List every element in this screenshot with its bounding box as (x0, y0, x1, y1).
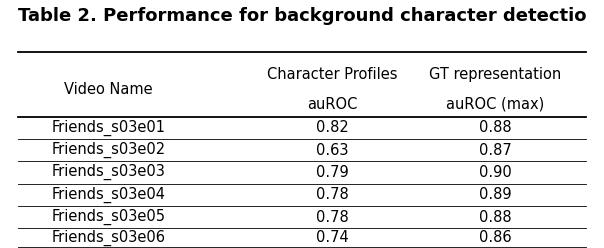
Text: 0.63: 0.63 (316, 143, 349, 157)
Text: 0.78: 0.78 (316, 187, 349, 202)
Text: Character Profiles: Character Profiles (267, 67, 397, 82)
Text: Table 2. Performance for background character detectio: Table 2. Performance for background char… (18, 7, 586, 26)
Text: 0.88: 0.88 (479, 210, 512, 224)
Text: Friends_s03e06: Friends_s03e06 (52, 229, 165, 246)
Text: 0.90: 0.90 (479, 165, 512, 180)
Text: 0.78: 0.78 (316, 210, 349, 224)
Text: auROC (max): auROC (max) (446, 97, 544, 112)
Text: 0.79: 0.79 (316, 165, 349, 180)
Text: 0.86: 0.86 (479, 230, 512, 245)
Text: 0.88: 0.88 (479, 120, 512, 135)
Text: 0.74: 0.74 (316, 230, 349, 245)
Text: Friends_s03e01: Friends_s03e01 (52, 120, 165, 136)
Text: Friends_s03e03: Friends_s03e03 (52, 164, 165, 181)
Text: 0.89: 0.89 (479, 187, 512, 202)
Text: auROC: auROC (307, 97, 358, 112)
Text: 0.87: 0.87 (479, 143, 512, 157)
Text: Video Name: Video Name (65, 82, 153, 97)
Text: 0.82: 0.82 (316, 120, 349, 135)
Text: Friends_s03e04: Friends_s03e04 (52, 186, 165, 203)
Text: GT representation: GT representation (429, 67, 561, 82)
Text: Friends_s03e02: Friends_s03e02 (52, 142, 165, 158)
Text: Friends_s03e05: Friends_s03e05 (52, 209, 165, 225)
